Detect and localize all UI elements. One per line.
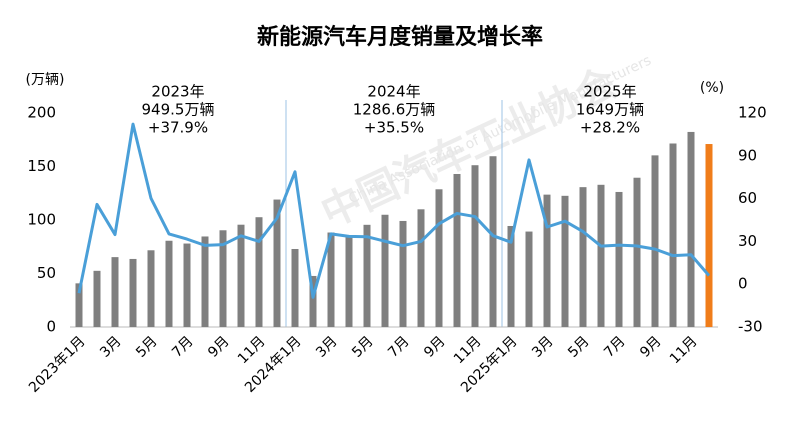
bar [345, 236, 353, 327]
y-tick-label: 200 [27, 104, 56, 122]
x-tick-label: 9月 [421, 333, 449, 361]
line [77, 122, 711, 299]
chart-title: 新能源汽车月度销量及增长率 [257, 24, 543, 50]
bar [183, 243, 191, 327]
bar [147, 250, 155, 327]
x-tick-label: 7月 [601, 333, 629, 361]
bar [579, 187, 587, 327]
bar [165, 240, 173, 327]
y2-tick-label: 0 [738, 275, 748, 293]
x-tick-label: 2023年1月 [26, 333, 89, 396]
bar [489, 156, 497, 327]
bar [561, 195, 569, 327]
bar [309, 275, 317, 327]
y2-tick-label: 120 [738, 104, 767, 122]
annotation: 1649万辆 [576, 101, 644, 119]
bar [543, 194, 551, 327]
bar [417, 209, 425, 327]
y-tick-label: 100 [27, 211, 56, 229]
y-axis-label: (万辆) [26, 72, 65, 88]
annotation: +37.9% [148, 119, 208, 137]
bar [129, 258, 137, 327]
x-tick-label: 3月 [313, 333, 341, 361]
bar [651, 155, 659, 327]
bar [669, 143, 677, 327]
x-tick-label: 7月 [169, 333, 197, 361]
bar [615, 191, 623, 327]
bar [75, 283, 83, 327]
annotation: 2024年 [367, 83, 420, 101]
bar [453, 173, 461, 327]
bar [633, 177, 641, 327]
annotation: 1286.6万辆 [353, 101, 436, 119]
annotation: 949.5万辆 [142, 101, 215, 119]
annotation: +35.5% [364, 119, 424, 137]
bar [399, 220, 407, 327]
bar [327, 232, 335, 327]
bar [237, 224, 245, 327]
bar [93, 270, 101, 327]
bar [507, 225, 515, 327]
bar [219, 230, 227, 327]
bar [255, 217, 263, 327]
y2-tick-label: 30 [738, 232, 757, 250]
y-tick-label: 150 [27, 157, 56, 175]
y2-tick-label: 90 [738, 146, 757, 164]
y2-tick-label: 60 [738, 189, 757, 207]
bar [435, 189, 443, 327]
y-tick-label: 0 [46, 318, 56, 336]
bar [363, 224, 371, 327]
annotation: +28.2% [580, 119, 640, 137]
bar [273, 199, 281, 327]
x-tick-label: 5月 [349, 333, 377, 361]
bar [471, 165, 479, 327]
bar [291, 248, 299, 327]
annotation: 2025年 [583, 83, 636, 101]
x-tick-label: 3月 [97, 333, 125, 361]
bar [597, 184, 605, 327]
bar [525, 231, 533, 327]
bar [111, 257, 119, 327]
x-tick-label: 5月 [133, 333, 161, 361]
x-tick-label: 5月 [565, 333, 593, 361]
y-tick-label: 50 [37, 264, 56, 282]
annotation: 2023年 [151, 83, 204, 101]
x-tick-label: 9月 [637, 333, 665, 361]
x-tick-label: 9月 [205, 333, 233, 361]
x-tick-label: 7月 [385, 333, 413, 361]
y2-tick-label: -30 [738, 318, 763, 336]
x-tick-label: 11月 [667, 333, 701, 367]
bar [687, 131, 695, 327]
y2-axis-label: (%) [700, 80, 724, 96]
bar [201, 236, 209, 327]
bar [705, 144, 713, 327]
bar [381, 214, 389, 327]
x-tick-label: 3月 [529, 333, 557, 361]
